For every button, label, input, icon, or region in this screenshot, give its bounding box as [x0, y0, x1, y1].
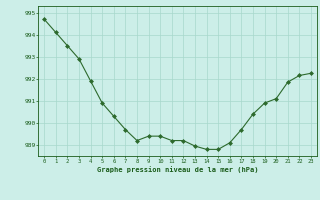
X-axis label: Graphe pression niveau de la mer (hPa): Graphe pression niveau de la mer (hPa)	[97, 166, 258, 173]
